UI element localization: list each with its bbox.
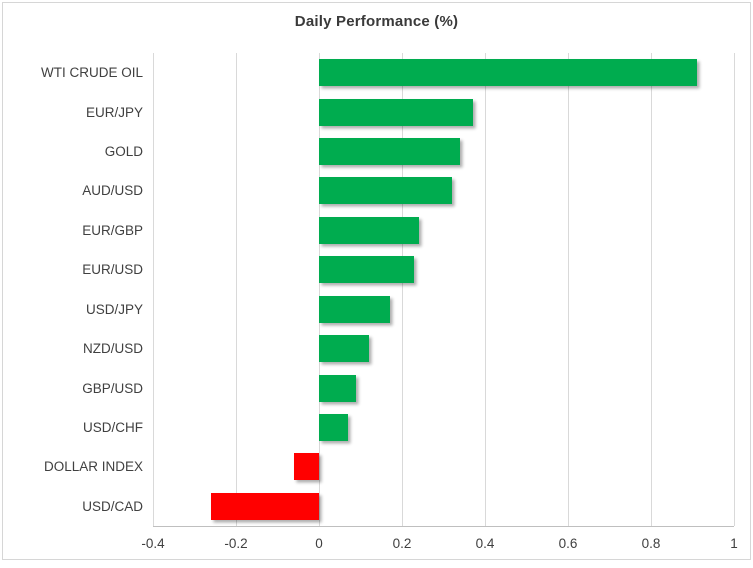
category-label: USD/CAD bbox=[82, 498, 143, 514]
category-label: USD/JPY bbox=[85, 301, 143, 317]
x-tick-label: 0.2 bbox=[392, 536, 412, 551]
category-label: USD/CHF bbox=[83, 419, 143, 435]
x-tick-label: -0.2 bbox=[224, 536, 248, 551]
bar-wti-crude-oil bbox=[319, 59, 697, 87]
bar-eur-jpy bbox=[319, 98, 473, 126]
x-tick-label: 0 bbox=[315, 536, 323, 551]
bar-usd-chf bbox=[319, 413, 349, 441]
category-axis: WTI CRUDE OIL EUR/JPY GOLD AUD/USD EUR/GBP EU… bbox=[3, 53, 143, 526]
daily-performance-chart: Daily Performance (%) WTI CRUDE OIL EUR/J… bbox=[2, 2, 751, 560]
x-tick-label: 0.8 bbox=[641, 536, 661, 551]
bar-eur-usd bbox=[319, 256, 415, 284]
gridline bbox=[153, 53, 154, 526]
bar-usd-jpy bbox=[319, 295, 390, 323]
x-tick-label: 0.4 bbox=[475, 536, 495, 551]
gridline bbox=[651, 53, 652, 526]
bar-gold bbox=[319, 138, 461, 166]
gridline bbox=[319, 53, 320, 526]
category-label: AUD/USD bbox=[82, 183, 143, 199]
value-axis: -0.4 -0.2 0 0.2 0.4 0.6 0.8 1 bbox=[141, 536, 737, 558]
category-label: GOLD bbox=[104, 144, 143, 160]
category-label: NZD/USD bbox=[83, 341, 143, 357]
gridline bbox=[236, 53, 237, 526]
category-label: DOLLAR INDEX bbox=[43, 459, 143, 475]
bar-gbp-usd bbox=[319, 374, 357, 402]
category-label: EUR/JPY bbox=[85, 104, 143, 120]
category-label: GBP/USD bbox=[82, 380, 143, 396]
x-tick-label: 0.6 bbox=[558, 536, 578, 551]
gridline bbox=[734, 53, 735, 526]
bar-aud-usd bbox=[319, 177, 452, 205]
x-tick-label: 1 bbox=[730, 536, 738, 551]
category-label: EUR/GBP bbox=[82, 222, 143, 238]
chart-title: Daily Performance (%) bbox=[294, 13, 459, 30]
category-label: WTI CRUDE OIL bbox=[40, 65, 143, 81]
gridline bbox=[402, 53, 403, 526]
x-tick-label: -0.4 bbox=[141, 536, 165, 551]
bar-nzd-usd bbox=[319, 335, 369, 363]
bar-usd-cad bbox=[211, 492, 319, 520]
gridline bbox=[568, 53, 569, 526]
category-label: EUR/USD bbox=[82, 262, 143, 278]
bar-eur-gbp bbox=[319, 216, 419, 244]
plot-area bbox=[153, 53, 735, 527]
gridline bbox=[485, 53, 486, 526]
bar-dollar-index bbox=[294, 453, 319, 481]
